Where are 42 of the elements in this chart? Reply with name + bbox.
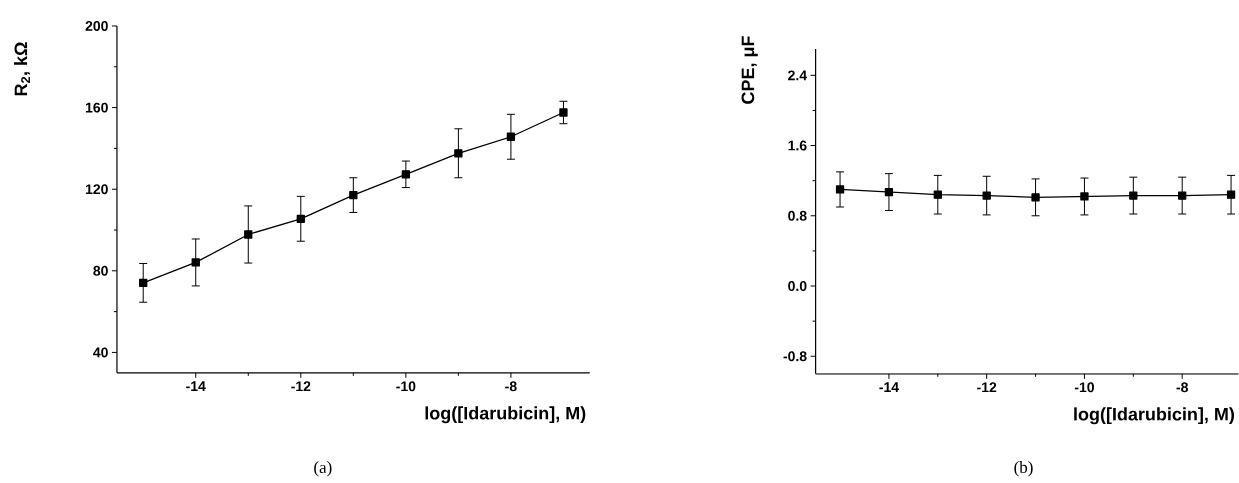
point xyxy=(296,214,305,224)
x-tick-label: -10 xyxy=(1074,382,1094,393)
y-tick-label: 1.6 xyxy=(788,140,807,151)
x-tick-label: -8 xyxy=(505,381,517,392)
point xyxy=(933,190,942,199)
text: (a) xyxy=(314,461,332,477)
point xyxy=(1226,190,1236,199)
point xyxy=(506,132,516,142)
point xyxy=(191,258,200,267)
point xyxy=(139,278,148,288)
y-tick-label: 80 xyxy=(93,265,108,276)
point xyxy=(835,185,845,194)
point xyxy=(401,170,411,179)
x-tick-label: -14 xyxy=(186,381,206,392)
x-tick-label: -12 xyxy=(977,382,997,393)
y-tick-label: 2.4 xyxy=(788,70,808,81)
x-tick-label: -8 xyxy=(1176,382,1188,393)
point xyxy=(244,230,253,239)
y-tick-label: 0.8 xyxy=(788,210,807,221)
point xyxy=(454,149,463,158)
x-axis-title: log([Idarubicin], M) xyxy=(425,406,586,424)
x-tick-label: -12 xyxy=(291,381,311,392)
x-tick-label: -14 xyxy=(879,382,899,393)
point xyxy=(349,191,358,200)
point xyxy=(1178,191,1187,200)
point xyxy=(982,191,991,200)
y-tick-label: 120 xyxy=(85,184,108,195)
y-tick-label: 40 xyxy=(93,347,108,358)
point xyxy=(884,188,894,197)
point xyxy=(559,108,568,117)
point xyxy=(1129,191,1138,200)
x-axis-title: log([Idarubicin], M) xyxy=(1074,407,1234,425)
y-tick-label: 200 xyxy=(85,21,108,32)
y-tick-label: -0.8 xyxy=(783,351,807,362)
text: (b) xyxy=(1014,461,1033,477)
y-axis-title: CPE, μF xyxy=(741,36,758,104)
y-axis-title: R$_{2}$, kΩ xyxy=(14,42,30,96)
y-tick-label: 0.0 xyxy=(788,281,807,292)
point xyxy=(1031,193,1040,202)
x-tick-label: -10 xyxy=(396,381,416,392)
point xyxy=(1080,192,1089,201)
y-tick-label: 160 xyxy=(85,102,108,113)
